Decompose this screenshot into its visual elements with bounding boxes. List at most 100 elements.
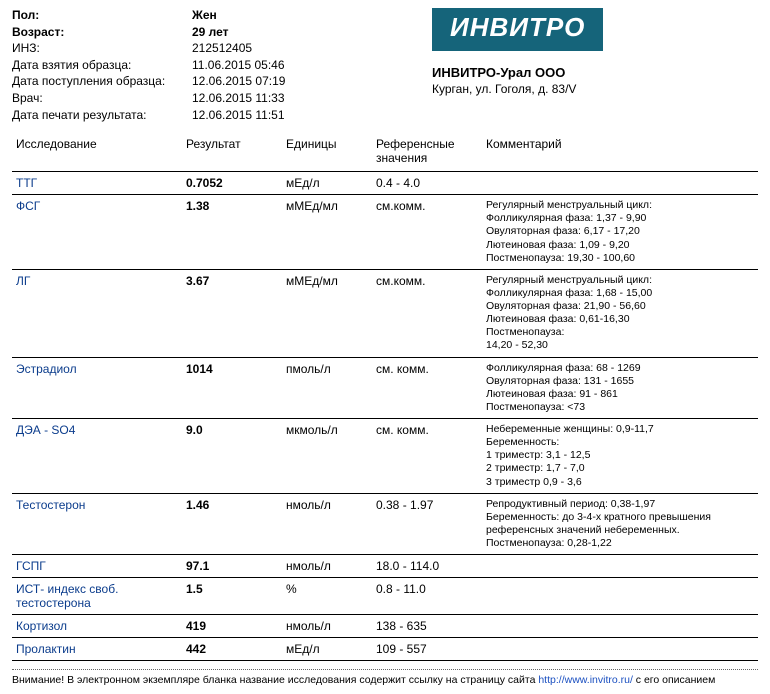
test-name-link[interactable]: Эстрадиол <box>16 362 77 376</box>
col-comment: Комментарий <box>482 134 758 172</box>
doctor-value: 12.06.2015 11:33 <box>192 91 432 107</box>
col-result: Результат <box>182 134 282 172</box>
test-name-link[interactable]: ТТГ <box>16 176 37 190</box>
cell-test: Эстрадиол <box>12 357 182 419</box>
cell-comment <box>482 172 758 195</box>
cell-comment <box>482 638 758 661</box>
col-ref: Референсные значения <box>372 134 482 172</box>
table-row: ТТГ 0.7052мЕд/л0.4 - 4.0 <box>12 172 758 195</box>
cell-result: 442 <box>182 638 282 661</box>
test-name-link[interactable]: ФСГ <box>16 199 40 213</box>
cell-unit: мЕд/л <box>282 638 372 661</box>
sample-taken-label: Дата взятия образца: <box>12 58 192 74</box>
footer-prefix: Внимание! В электронном экземпляре бланк… <box>12 674 538 686</box>
header: Пол:Жен Возраст:29 лет ИНЗ:212512405 Дат… <box>12 8 758 124</box>
footer-note: Внимание! В электронном экземпляре бланк… <box>12 669 758 686</box>
cell-unit: % <box>282 578 372 615</box>
sex-label: Пол: <box>12 8 192 24</box>
test-name-link[interactable]: Пролактин <box>16 642 76 656</box>
cell-ref: 109 - 557 <box>372 638 482 661</box>
age-value: 29 лет <box>192 25 432 41</box>
cell-unit: нмоль/л <box>282 555 372 578</box>
table-row: Кортизол 419нмоль/л138 - 635 <box>12 615 758 638</box>
org-addr: Курган, ул. Гоголя, д. 83/V <box>432 82 758 96</box>
footer-suffix: с его описанием <box>633 674 715 686</box>
cell-comment: Репродуктивный период: 0,38-1,97Беременн… <box>482 493 758 555</box>
test-name-link[interactable]: ЛГ <box>16 274 30 288</box>
cell-ref: см.комм. <box>372 195 482 270</box>
inz-value: 212512405 <box>192 41 432 57</box>
col-test: Исследование <box>12 134 182 172</box>
table-row: ДЭА - SO4 9.0мкмоль/лсм. комм.Небеременны… <box>12 419 758 494</box>
cell-test: Пролактин <box>12 638 182 661</box>
cell-unit: нмоль/л <box>282 493 372 555</box>
cell-result: 9.0 <box>182 419 282 494</box>
cell-unit: нмоль/л <box>282 615 372 638</box>
sample-received-value: 12.06.2015 07:19 <box>192 74 432 90</box>
cell-ref: 0.38 - 1.97 <box>372 493 482 555</box>
cell-result: 419 <box>182 615 282 638</box>
test-name-link[interactable]: ГСПГ <box>16 559 46 573</box>
cell-ref: см. комм. <box>372 357 482 419</box>
cell-ref: 0.4 - 4.0 <box>372 172 482 195</box>
cell-comment: Регулярный менструальный цикл:Фолликуляр… <box>482 269 758 357</box>
table-row: ГСПГ 97.1нмоль/л18.0 - 114.0 <box>12 555 758 578</box>
cell-ref: 138 - 635 <box>372 615 482 638</box>
table-row: Эстрадиол 1014пмоль/лсм. комм.Фолликулярн… <box>12 357 758 419</box>
table-row: Тестостерон 1.46нмоль/л0.38 - 1.97Репроду… <box>12 493 758 555</box>
sample-taken-value: 11.06.2015 05:46 <box>192 58 432 74</box>
cell-result: 1.38 <box>182 195 282 270</box>
cell-comment: Небеременные женщины: 0,9-11,7Беременнос… <box>482 419 758 494</box>
table-row: ФСГ 1.38мМЕд/млсм.комм.Регулярный менстру… <box>12 195 758 270</box>
age-label: Возраст: <box>12 25 192 41</box>
sample-received-label: Дата поступления образца: <box>12 74 192 90</box>
cell-ref: см.комм. <box>372 269 482 357</box>
cell-comment <box>482 555 758 578</box>
table-row: ИСТ- индекс своб. тестостерона1.5%0.8 - … <box>12 578 758 615</box>
cell-unit: пмоль/л <box>282 357 372 419</box>
lab-block: ИНВИТРО ИНВИТРО-Урал ООО Курган, ул. Гог… <box>432 8 758 124</box>
cell-test: ФСГ <box>12 195 182 270</box>
patient-info: Пол:Жен Возраст:29 лет ИНЗ:212512405 Дат… <box>12 8 432 124</box>
inz-label: ИНЗ: <box>12 41 192 57</box>
col-unit: Единицы <box>282 134 372 172</box>
cell-unit: мМЕд/мл <box>282 269 372 357</box>
cell-test: ГСПГ <box>12 555 182 578</box>
cell-test: ЛГ <box>12 269 182 357</box>
cell-test: Кортизол <box>12 615 182 638</box>
table-row: ЛГ 3.67мМЕд/млсм.комм.Регулярный менструа… <box>12 269 758 357</box>
test-name-link[interactable]: Кортизол <box>16 619 67 633</box>
cell-test: ТТГ <box>12 172 182 195</box>
org-name: ИНВИТРО-Урал ООО <box>432 65 758 80</box>
cell-result: 1014 <box>182 357 282 419</box>
cell-result: 0.7052 <box>182 172 282 195</box>
cell-test: ДЭА - SO4 <box>12 419 182 494</box>
cell-unit: мкмоль/л <box>282 419 372 494</box>
table-row: Пролактин 442мЕд/л109 - 557 <box>12 638 758 661</box>
cell-result: 1.46 <box>182 493 282 555</box>
cell-unit: мМЕд/мл <box>282 195 372 270</box>
cell-ref: 0.8 - 11.0 <box>372 578 482 615</box>
test-name-link[interactable]: ДЭА - SO4 <box>16 423 75 437</box>
cell-result: 1.5 <box>182 578 282 615</box>
cell-test: Тестостерон <box>12 493 182 555</box>
cell-comment: Фолликулярная фаза: 68 - 1269Овуляторная… <box>482 357 758 419</box>
logo-banner: ИНВИТРО <box>432 8 603 51</box>
test-name-link[interactable]: Тестостерон <box>16 498 85 512</box>
footer-link[interactable]: http://www.invitro.ru/ <box>538 674 633 686</box>
cell-test: ИСТ- индекс своб. тестостерона <box>12 578 182 615</box>
cell-result: 3.67 <box>182 269 282 357</box>
cell-unit: мЕд/л <box>282 172 372 195</box>
doctor-label: Врач: <box>12 91 192 107</box>
cell-comment <box>482 615 758 638</box>
cell-ref: 18.0 - 114.0 <box>372 555 482 578</box>
cell-ref: см. комм. <box>372 419 482 494</box>
cell-comment: Регулярный менструальный цикл:Фолликуляр… <box>482 195 758 270</box>
cell-result: 97.1 <box>182 555 282 578</box>
sex-value: Жен <box>192 8 432 24</box>
table-header-row: Исследование Результат Единицы Референсн… <box>12 134 758 172</box>
print-value: 12.06.2015 11:51 <box>192 108 432 124</box>
cell-comment <box>482 578 758 615</box>
results-table: Исследование Результат Единицы Референсн… <box>12 134 758 661</box>
print-label: Дата печати результата: <box>12 108 192 124</box>
